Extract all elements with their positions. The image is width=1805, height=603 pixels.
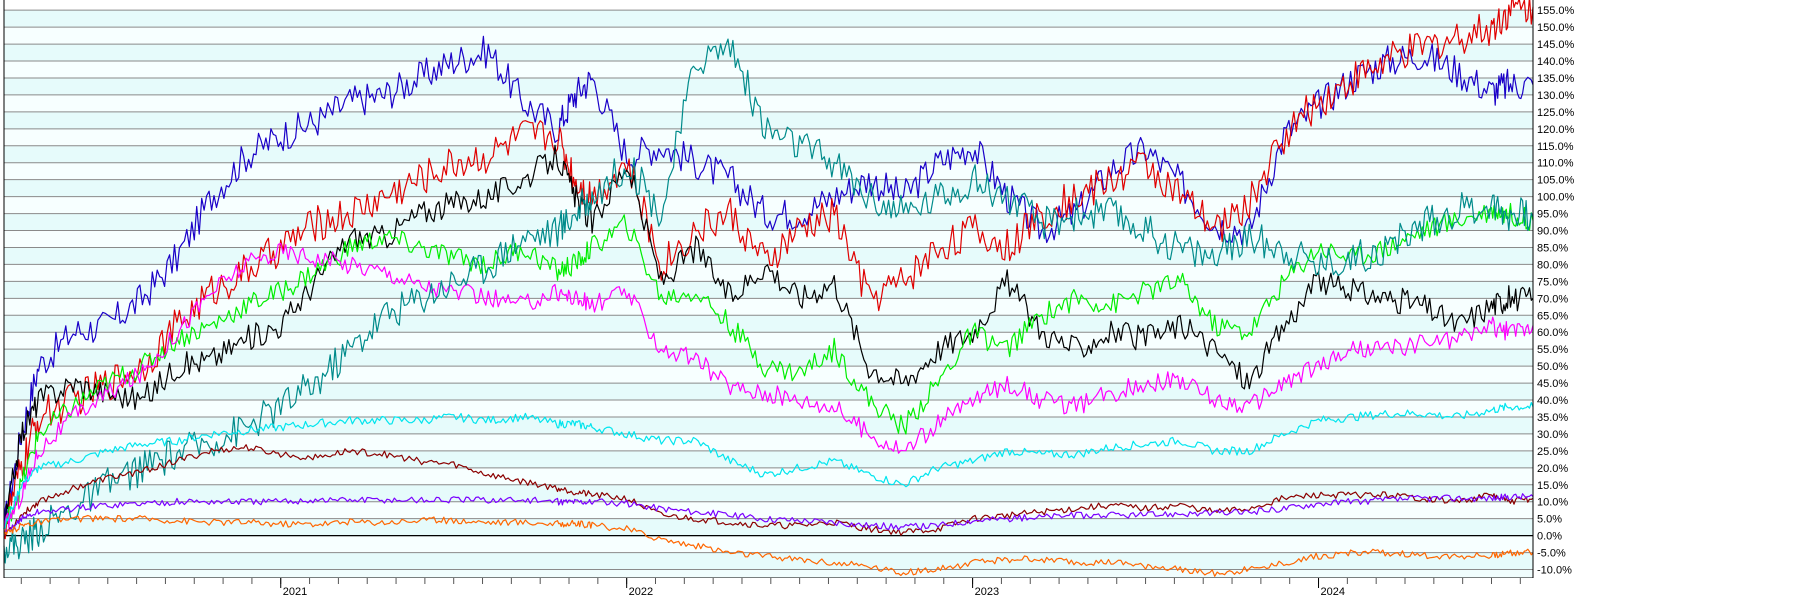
- x-tick-label: 2021: [283, 586, 307, 598]
- y-tick-label: 50.0%: [1537, 361, 1568, 373]
- chart-band: [4, 484, 1533, 502]
- y-tick-label: 45.0%: [1537, 378, 1568, 390]
- y-tick-label: 55.0%: [1537, 344, 1568, 356]
- y-tick-label: 120.0%: [1537, 124, 1575, 136]
- chart-band: [4, 552, 1533, 570]
- chart-axes: [3, 0, 1534, 598]
- chart-band: [4, 145, 1533, 163]
- series-line: [3, 38, 1534, 564]
- chart-band: [4, 61, 1533, 78]
- series-line: [3, 444, 1534, 537]
- chart-band: [4, 10, 1533, 28]
- chart-band: [4, 213, 1533, 231]
- y-tick-label: 60.0%: [1537, 327, 1568, 339]
- x-tick-label: 2024: [1321, 586, 1345, 598]
- y-tick-label: 30.0%: [1537, 429, 1568, 441]
- chart-band: [4, 230, 1533, 248]
- series-line: [3, 514, 1534, 577]
- y-tick-label: 155.0%: [1537, 5, 1575, 17]
- series-line: [3, 144, 1534, 530]
- series-line: [3, 242, 1534, 529]
- chart-band: [4, 433, 1533, 451]
- y-tick-label: 65.0%: [1537, 310, 1568, 322]
- x-tick-label: 2022: [629, 586, 653, 598]
- chart-band: [4, 501, 1533, 519]
- y-tick-label: 80.0%: [1537, 259, 1568, 271]
- chart-band: [4, 77, 1533, 95]
- chart-band: [4, 400, 1533, 417]
- chart-band: [4, 416, 1533, 434]
- chart-band: [4, 94, 1533, 112]
- y-tick-label: 10.0%: [1537, 497, 1568, 509]
- chart-band: [4, 450, 1533, 468]
- series-line: [3, 0, 1534, 540]
- y-tick-label: 15.0%: [1537, 480, 1568, 492]
- chart-band: [4, 383, 1533, 401]
- chart-bands: [4, 10, 1533, 578]
- y-tick-label: 105.0%: [1537, 175, 1575, 187]
- y-tick-label: 125.0%: [1537, 107, 1575, 119]
- y-tick-label: 75.0%: [1537, 276, 1568, 288]
- chart-band: [4, 281, 1533, 299]
- chart-band: [4, 332, 1533, 350]
- chart-band: [4, 366, 1533, 384]
- chart-band: [4, 569, 1533, 578]
- chart-band: [4, 264, 1533, 282]
- y-tick-label: 0.0%: [1537, 531, 1562, 543]
- chart-band: [4, 535, 1533, 553]
- chart-band: [4, 518, 1533, 536]
- y-tick-label: 20.0%: [1537, 463, 1568, 475]
- chart-band: [4, 196, 1533, 214]
- chart-band: [4, 315, 1533, 333]
- y-tick-label: 95.0%: [1537, 209, 1568, 221]
- y-tick-label: 90.0%: [1537, 226, 1568, 238]
- chart-band: [4, 467, 1533, 485]
- chart-band: [4, 128, 1533, 146]
- y-tick-label: -10.0%: [1537, 565, 1572, 577]
- chart-band: [4, 44, 1533, 62]
- y-tick-label: 140.0%: [1537, 56, 1575, 68]
- y-tick-label: 40.0%: [1537, 395, 1568, 407]
- chart-labels: -10.0% -5.0% 0.0% 5.0% 10.0% 15.0% 20.0% 25.0% 3…: [283, 5, 1575, 598]
- y-tick-label: 100.0%: [1537, 192, 1575, 204]
- y-tick-label: 70.0%: [1537, 293, 1568, 305]
- y-tick-label: 35.0%: [1537, 412, 1568, 424]
- series-line: [3, 202, 1534, 529]
- y-tick-label: 85.0%: [1537, 242, 1568, 254]
- chart-band: [4, 27, 1533, 45]
- chart-series-group: [3, 0, 1534, 577]
- chart-band: [4, 162, 1533, 180]
- chart-band: [4, 179, 1533, 197]
- y-tick-label: 5.0%: [1537, 514, 1562, 526]
- y-tick-label: 130.0%: [1537, 90, 1575, 102]
- y-tick-label: 145.0%: [1537, 39, 1575, 51]
- y-tick-label: -5.0%: [1537, 548, 1566, 560]
- y-tick-label: 115.0%: [1537, 141, 1574, 153]
- series-line: [3, 35, 1534, 529]
- y-tick-label: 110.0%: [1537, 158, 1574, 170]
- series-line: [3, 493, 1534, 536]
- chart-band: [4, 349, 1533, 367]
- x-axis-strip: [4, 578, 1533, 598]
- y-tick-label: 135.0%: [1537, 73, 1575, 85]
- y-tick-label: 25.0%: [1537, 446, 1568, 458]
- series-line: [3, 402, 1534, 530]
- x-tick-label: 2023: [975, 586, 999, 598]
- y-tick-label: 150.0%: [1537, 22, 1575, 34]
